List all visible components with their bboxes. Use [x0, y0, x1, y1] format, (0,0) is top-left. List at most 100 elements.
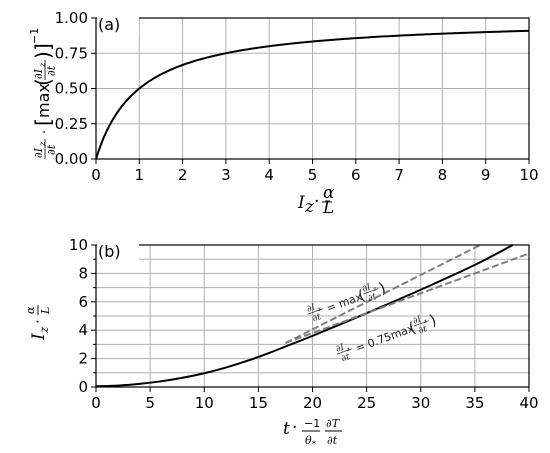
svg-text:I: I [29, 333, 49, 341]
panel-b-ytick-label: 2 [78, 350, 88, 368]
svg-text:α: α [24, 306, 37, 314]
svg-text:z: z [304, 197, 315, 217]
svg-text:·: · [29, 319, 47, 324]
svg-text:z: z [345, 345, 352, 353]
panel-b-ytick-label: 0 [78, 378, 88, 396]
svg-text:(: ( [406, 318, 418, 337]
svg-text:∂t: ∂t [45, 65, 58, 76]
svg-text:z: z [316, 305, 323, 313]
svg-text:z: z [37, 326, 51, 334]
svg-text:∂I: ∂I [32, 147, 45, 158]
svg-text:·: · [38, 130, 53, 134]
svg-text:]: ] [31, 43, 55, 51]
panel-b-xtick-label: 10 [195, 394, 214, 412]
panel-b-dashed-reference-line [285, 252, 530, 344]
svg-text:∂I: ∂I [335, 342, 347, 354]
panel-a-series [95, 29, 530, 160]
panel-b-ytick-label: 8 [78, 264, 88, 282]
panel-b-frame [95, 244, 530, 388]
panel-a-ylabel: ∂I z ∂t · [ max ( ∂I z ∂t ) ] −1 [28, 28, 58, 159]
svg-text:I: I [297, 193, 305, 213]
panel-a-label: (a) [98, 15, 120, 34]
svg-text:∂t: ∂t [417, 324, 429, 336]
panel-a-ytick-label: 1.00 [55, 9, 88, 27]
svg-text:z: z [422, 317, 429, 325]
panel-a-xtick-label: 5 [308, 166, 318, 184]
panel-b-ytick-label: 10 [69, 236, 88, 254]
panel-a-xtick-label: 4 [264, 166, 274, 184]
svg-text:): ) [31, 51, 55, 59]
panel-a-xtick-label: 0 [91, 166, 101, 184]
panel-b-label-bg [97, 240, 139, 262]
panel-b-series [95, 244, 530, 388]
svg-text:∂t: ∂t [311, 312, 323, 324]
panel-b-xtick-label: 35 [465, 394, 484, 412]
panel-b-xtick-label: 40 [519, 394, 538, 412]
svg-text:(: ( [31, 78, 55, 86]
panel-b-xtick-label: 25 [357, 394, 376, 412]
panel-a-xtick-label: 7 [394, 166, 404, 184]
svg-text:∂t: ∂t [340, 352, 352, 364]
panel-a-xtick-label: 10 [519, 166, 538, 184]
panel-a: 0 1 2 3 4 5 6 7 8 9 10 0.00 0.25 0.50 0.75 1.00 (a) I z… [28, 9, 539, 218]
svg-text:∂I: ∂I [361, 282, 373, 294]
svg-text:∂T: ∂T [326, 417, 341, 430]
panel-b-ylabel: I z · α L [24, 305, 52, 341]
svg-text:θ: θ [305, 434, 312, 447]
panel-a-ytick-label: 0.00 [55, 150, 88, 168]
svg-text:·: · [314, 192, 319, 212]
annotation-0.75max-line-label: ∂I z ∂t = 0.75max ( ∂I z ∂t ) [335, 311, 439, 365]
panel-b-xtick-label: 15 [249, 394, 268, 412]
svg-text:L: L [322, 198, 334, 218]
svg-text:L: L [39, 307, 52, 315]
svg-text:*: * [312, 440, 316, 449]
panel-a-xtick-label: 9 [481, 166, 491, 184]
svg-text:∂I: ∂I [306, 302, 318, 314]
svg-text:): ) [376, 279, 388, 298]
svg-text:∂t: ∂t [367, 292, 379, 304]
panel-a-ticks: 0 1 2 3 4 5 6 7 8 9 10 0.00 0.25 0.50 0.75 1.00 [55, 9, 539, 184]
svg-text:∂t: ∂t [327, 434, 338, 447]
svg-text:−1: −1 [304, 417, 320, 430]
svg-text:(: ( [356, 286, 368, 305]
svg-text:): ) [427, 311, 439, 330]
svg-text:∂I: ∂I [412, 314, 424, 326]
panel-a-main-curve [95, 29, 530, 160]
svg-text:[: [ [31, 118, 55, 126]
svg-text:∂I: ∂I [32, 68, 45, 79]
panel-b-main-curve [95, 244, 514, 388]
panel-a-label-bg [97, 12, 139, 36]
panel-a-xtick-label: 6 [351, 166, 361, 184]
panel-a-xtick-label: 1 [135, 166, 145, 184]
svg-text:∂t: ∂t [45, 144, 58, 155]
svg-text:z: z [38, 141, 47, 147]
panel-a-ytick-label: 0.75 [55, 44, 88, 62]
panel-b-xtick-label: 0 [91, 394, 101, 412]
panel-b-ytick-label: 4 [78, 321, 88, 339]
panel-a-xlabel: I z · α L [297, 183, 335, 218]
panel-a-ytick-label: 0.50 [55, 80, 88, 98]
panel-b-xtick-label: 20 [303, 394, 322, 412]
panel-a-xtick-label: 8 [438, 166, 448, 184]
panel-b-xtick-label: 30 [411, 394, 430, 412]
svg-text:t: t [283, 419, 290, 439]
panel-b-ytick-label: 6 [78, 293, 88, 311]
panel-b-dashed-reference-line [284, 244, 481, 344]
panel-a-frame [95, 17, 530, 160]
svg-text:z: z [38, 62, 47, 68]
panel-b-label: (b) [98, 242, 121, 261]
panel-a-xtick-label: 3 [221, 166, 231, 184]
svg-text:−1: −1 [28, 28, 41, 44]
panel-b-xtick-label: 5 [145, 394, 155, 412]
panel-b-xlabel: t · −1 θ * ∂T ∂t [283, 417, 342, 449]
svg-text:α: α [323, 183, 335, 203]
panel-b-ticks: 0 5 10 15 20 25 30 35 40 0 2 4 6 8 10 [69, 236, 539, 412]
panel-a-ytick-label: 0.25 [55, 115, 88, 133]
panel-a-xtick-label: 2 [178, 166, 188, 184]
svg-text:= 0.75max: = 0.75max [354, 322, 416, 355]
panel-a-grid [95, 17, 530, 160]
svg-text:z: z [371, 285, 378, 293]
svg-text:max: max [34, 83, 53, 118]
